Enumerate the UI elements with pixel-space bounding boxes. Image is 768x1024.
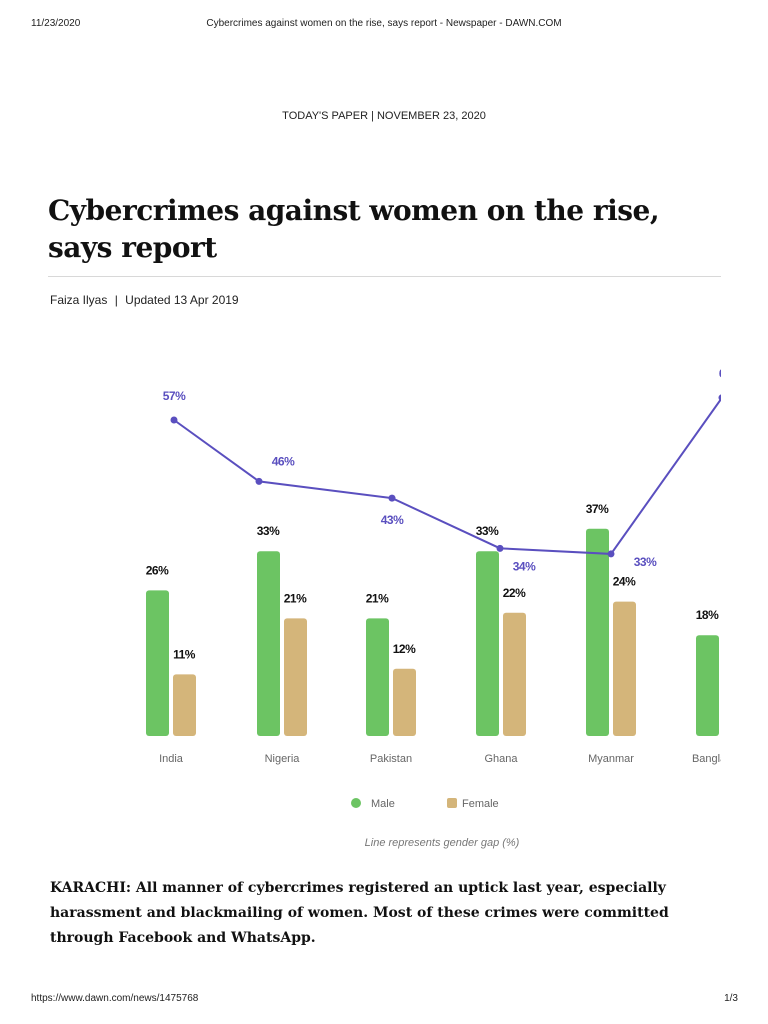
bar-female (613, 601, 636, 736)
gap-point (607, 550, 615, 558)
article-title: Cybercrimes against women on the rise, s… (48, 194, 660, 264)
bar-label: 33% (476, 524, 499, 538)
bar-label: 11% (173, 647, 196, 661)
bar-male (696, 635, 719, 736)
legend-female-swatch (447, 798, 457, 808)
gap-label: 57% (163, 389, 186, 403)
byline-separator: | (114, 293, 118, 307)
gap-label: 34% (513, 559, 536, 573)
gap-point (170, 416, 178, 424)
gap-point (255, 477, 263, 485)
bar-male (257, 551, 280, 736)
category-label: India (159, 753, 184, 765)
category-label: Pakistan (370, 753, 412, 765)
gap-label: 6 (719, 367, 721, 381)
bar-female (284, 618, 307, 736)
bar-female (393, 668, 416, 736)
bar-female (503, 612, 526, 736)
legend-male-swatch (351, 798, 361, 808)
category-label: Bangladesh (692, 753, 721, 765)
bar-female (173, 674, 196, 736)
gender-gap-line (173, 397, 721, 555)
bar-label: 12% (393, 642, 416, 656)
bar-label: 22% (503, 586, 526, 600)
category-label: Myanmar (588, 753, 634, 765)
chart-note: Line represents gender gap (%) (365, 837, 520, 849)
bar-male (146, 590, 169, 736)
bar-label: 26% (146, 563, 169, 577)
gap-point (388, 494, 396, 502)
bar-male (476, 551, 499, 736)
category-label: Ghana (484, 753, 518, 765)
bar-label: 37% (586, 502, 609, 516)
bar-label: 21% (366, 591, 389, 605)
bar-label: 33% (257, 524, 280, 538)
byline: Faiza Ilyas | Updated 13 Apr 2019 (50, 293, 239, 307)
gap-point (496, 544, 504, 552)
divider (48, 276, 721, 277)
bar-label: 18% (696, 608, 719, 622)
article-lede: KARACHI: All manner of cybercrimes regis… (50, 880, 669, 946)
category-label: Nigeria (265, 753, 301, 765)
author-link[interactable]: Faiza Ilyas (50, 293, 108, 307)
print-page-title: Cybercrimes against women on the rise, s… (206, 18, 562, 29)
gap-point (718, 394, 721, 402)
gap-label: 33% (634, 555, 657, 569)
bar-label: 24% (613, 575, 636, 589)
bar-male (366, 618, 389, 736)
gap-label: 46% (272, 454, 295, 468)
todays-paper-link[interactable]: TODAY'S PAPER | NOVEMBER 23, 2020 (282, 110, 486, 122)
chart-svg: 26% 11% India 33% 21% Nigeria 21% 12% Pakistan 33… (146, 367, 721, 849)
gender-gap-chart: 26% 11% India 33% 21% Nigeria 21% 12% Pakistan 33… (0, 330, 721, 860)
legend-female-label: Female (462, 798, 499, 810)
bar-male (586, 528, 609, 736)
print-date: 11/23/2020 (31, 18, 81, 29)
updated-date: Updated 13 Apr 2019 (125, 293, 239, 307)
print-page-number: 1/3 (724, 993, 738, 1004)
bar-label: 21% (284, 591, 307, 605)
print-url: https://www.dawn.com/news/1475768 (31, 993, 199, 1004)
legend-male-label: Male (371, 798, 395, 810)
gap-label: 43% (381, 513, 404, 527)
